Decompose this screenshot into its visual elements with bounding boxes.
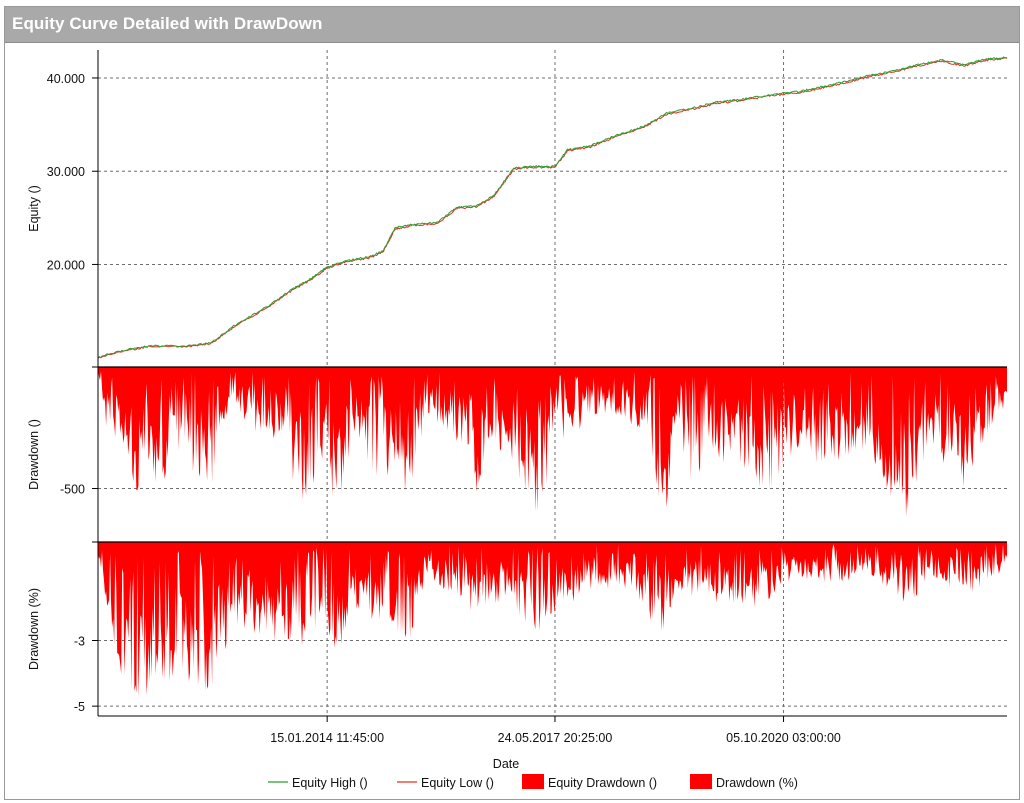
legend-label: Equity High () (292, 776, 368, 790)
legend-layer: Equity High () Equity Low () Equity Drawdo… (268, 774, 798, 790)
x-tick-label: 15.01.2014 11:45:00 (270, 731, 384, 745)
equity-high-line (97, 56, 1008, 359)
series-layer (97, 56, 1008, 698)
drawdown-pct-area (98, 542, 1007, 698)
equity-low-line (97, 57, 1008, 359)
x-tick-label: 05.10.2020 03:00:00 (726, 731, 841, 745)
legend-label: Equity Drawdown () (548, 776, 657, 790)
axes-layer (92, 50, 1007, 722)
x-axis-label: Date (493, 757, 519, 771)
x-tick-label: 24.05.2017 20:25:00 (498, 731, 613, 745)
y-axis-label: Drawdown (%) (27, 588, 41, 670)
y-tick-label: 30.000 (47, 165, 85, 179)
legend-box-swatch (522, 774, 544, 789)
y-tick-label: -500 (60, 483, 85, 497)
legend-label: Drawdown (%) (716, 776, 798, 790)
y-tick-label: 40.000 (47, 72, 85, 86)
y-tick-label: -3 (74, 634, 85, 648)
equity-drawdown-area (98, 367, 1007, 517)
label-layer: 15.01.2014 11:45:00 24.05.2017 20:25:00 05… (27, 72, 841, 771)
y-axis-label: Drawdown () (27, 419, 41, 490)
y-tick-label: -5 (74, 700, 85, 714)
chart-title: Equity Curve Detailed with DrawDown (12, 14, 323, 33)
y-tick-label: 20.000 (47, 258, 85, 272)
legend-label: Equity Low () (421, 776, 494, 790)
title-bar: Equity Curve Detailed with DrawDown (5, 7, 1019, 43)
y-axis-label: Equity () (27, 185, 41, 232)
legend-box-swatch (690, 774, 712, 789)
